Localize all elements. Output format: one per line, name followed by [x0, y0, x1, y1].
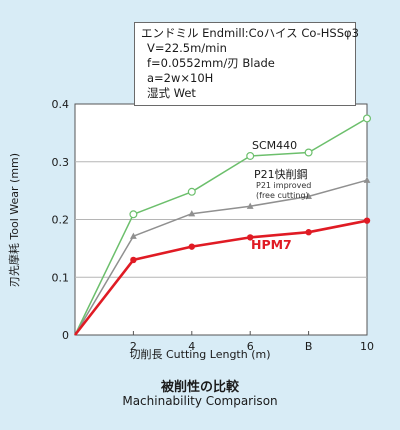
x-tick-label: 4 — [188, 340, 195, 353]
x-tick-labels: 2 4 6 B 10 — [130, 331, 374, 353]
y-tick-label: 0.2 — [52, 214, 70, 227]
condition-tool: エンドミル Endmill:Coハイス Co-HSSφ3 — [141, 26, 359, 40]
y-tick-labels: 0 0.1 0.2 0.3 0.4 — [52, 98, 70, 342]
x-tick-label: 6 — [247, 340, 254, 353]
data-point — [246, 202, 254, 209]
caption-title: 被削性の比較 — [160, 380, 239, 395]
data-point — [187, 187, 196, 196]
series-label-hpm7: HPM7 — [251, 237, 292, 252]
series-2 — [73, 217, 371, 336]
y-tick-label: 0 — [62, 329, 69, 342]
data-point — [247, 234, 254, 241]
data-point — [363, 217, 371, 224]
series-0 — [74, 114, 372, 336]
y-axis-label: 刃先摩耗 Tool Wear (mm) — [8, 152, 21, 288]
data-point — [246, 151, 255, 160]
x-tick-label: 2 — [130, 340, 137, 353]
condition-depth: a=2w×10H — [147, 71, 214, 85]
data-point — [305, 192, 312, 199]
y-tick-label: 0.4 — [52, 98, 70, 111]
series-1 — [74, 176, 371, 336]
x-axis-label: 切削長 Cutting Length (m) — [129, 348, 271, 361]
data-point — [363, 176, 371, 183]
condition-speed: V=22.5m/min — [147, 41, 227, 55]
x-tick-label: 10 — [360, 340, 374, 353]
condition-coolant: 湿式 Wet — [147, 86, 196, 100]
cutting-conditions-box: エンドミル Endmill:Coハイス Co-HSSφ3 V=22.5m/min… — [134, 22, 359, 106]
condition-feed: f=0.0552mm/刃 Blade — [147, 56, 275, 70]
data-point — [363, 114, 372, 123]
grid-lines — [75, 161, 367, 278]
series-sublabel-p21-line1: P21 improved — [256, 181, 312, 190]
y-tick-label: 0.1 — [52, 271, 70, 284]
y-tick-label: 0.3 — [52, 156, 70, 169]
series-sublabel-p21-line2: (free cutting) — [256, 191, 309, 200]
data-point — [304, 148, 313, 157]
data-point — [129, 210, 138, 219]
data-point — [188, 210, 196, 217]
series-sublabel-p21: P21 improved (free cutting) — [256, 181, 311, 201]
series-line — [73, 219, 368, 336]
data-point — [130, 232, 137, 239]
series-lines — [73, 114, 372, 336]
data-point — [130, 256, 137, 264]
data-point — [188, 243, 195, 250]
caption-subtitle: Machinability Comparison — [122, 394, 278, 408]
series-line — [74, 117, 368, 336]
series-label-scm440: SCM440 — [252, 139, 298, 152]
data-point — [305, 229, 312, 236]
x-tick-label: B — [305, 340, 313, 353]
series-line — [74, 179, 368, 336]
series-label-p21: P21快削鋼 — [254, 168, 308, 181]
